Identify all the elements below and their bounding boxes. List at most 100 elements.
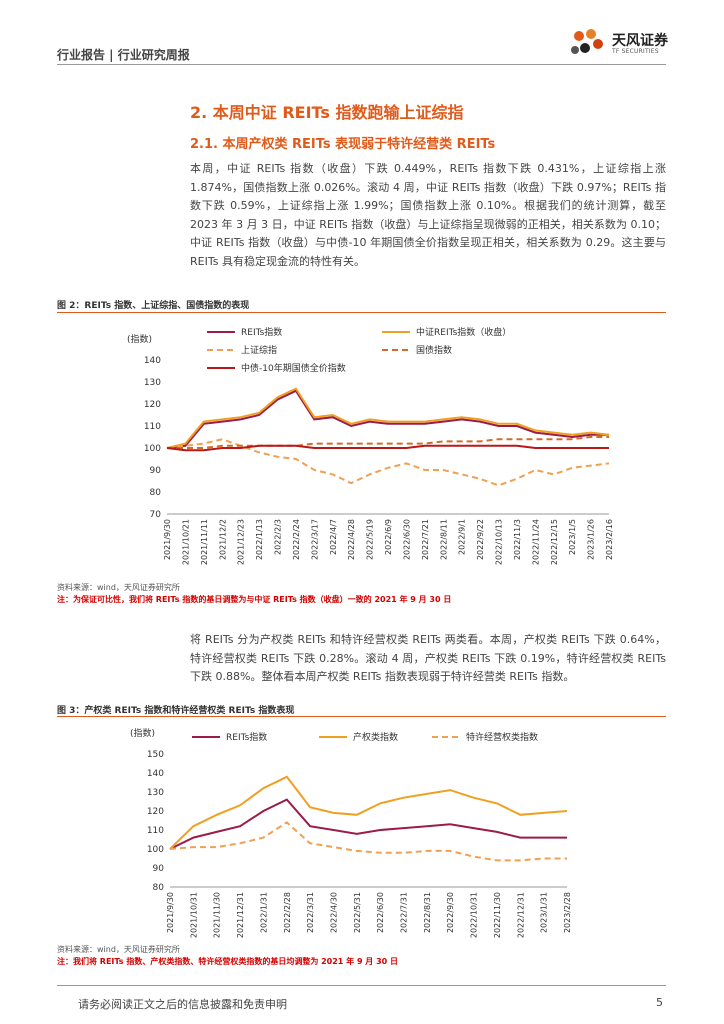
- x-tick-label: 2022/11/30: [493, 892, 502, 938]
- x-tick-label: 2022/2/3: [274, 519, 283, 555]
- x-tick-label: 2022/7/21: [421, 519, 430, 560]
- y-tick-label: 100: [147, 845, 164, 855]
- x-tick-label: 2022/5/31: [353, 892, 362, 933]
- y-tick-label: 110: [147, 826, 164, 836]
- x-tick-label: 2021/10/21: [181, 519, 190, 565]
- footer-disclaimer: 请务必阅读正文之后的信息披露和免责申明: [78, 998, 287, 1011]
- x-tick-label: 2022/4/28: [347, 519, 356, 560]
- x-tick-label: 2022/3/31: [306, 892, 315, 933]
- legend-label: 特许经营权类指数: [466, 731, 538, 743]
- x-tick-label: 2022/1/13: [255, 519, 264, 560]
- figure-3-rule: [57, 716, 666, 717]
- figure-2-rule: [57, 312, 666, 313]
- x-tick-label: 2023/1/5: [568, 519, 577, 555]
- y-tick-label: 140: [144, 356, 161, 366]
- x-tick-label: 2022/6/30: [376, 892, 385, 933]
- x-tick-label: 2022/6/9: [384, 519, 393, 555]
- y-tick-label: 130: [144, 378, 161, 388]
- report-breadcrumb: 行业报告 | 行业研究周报: [57, 48, 190, 62]
- x-tick-label: 2022/7/31: [400, 892, 409, 933]
- y-tick-label: 120: [147, 807, 164, 817]
- x-tick-label: 2021/12/2: [218, 519, 227, 560]
- figure-3-source: 资料来源：wind，天风证券研究所: [57, 945, 180, 954]
- y-axis-label: (指数): [127, 333, 152, 345]
- y-tick-label: 90: [150, 466, 162, 476]
- x-tick-label: 2022/5/19: [366, 519, 375, 560]
- logo-mark-icon: [571, 29, 603, 54]
- x-tick-label: 2023/2/28: [563, 892, 572, 933]
- x-tick-label: 2022/10/13: [495, 519, 504, 565]
- legend-label: REITs指数: [226, 731, 267, 743]
- legend-label: REITs指数: [241, 326, 282, 338]
- series-line-5: [166, 444, 609, 452]
- y-tick-label: 130: [147, 788, 164, 798]
- footer-divider: [57, 985, 666, 986]
- x-tick-label: 2022/2/24: [292, 519, 301, 560]
- x-tick-label: 2022/8/11: [439, 519, 448, 560]
- x-tick-label: 2022/3/17: [310, 519, 319, 560]
- figure-3-note: 注：我们将 REITs 指数、产权类指数、特许经营权类指数的基日均调整为 202…: [57, 957, 399, 966]
- x-tick-label: 2021/10/31: [189, 892, 198, 938]
- figure-2-chart: (指数) 70 80 90 100 110 120 130 140 2021/9/30 2021/1…: [127, 326, 614, 565]
- series-line-3: [166, 438, 610, 487]
- y-tick-label: 90: [153, 864, 165, 874]
- series-line-4: [167, 436, 609, 449]
- legend-label: 上证综指: [241, 344, 277, 356]
- x-tick-label: 2022/11/3: [513, 519, 522, 560]
- series-line-2: [166, 387, 610, 449]
- series-line-3: [169, 821, 567, 862]
- legend-label: 产权类指数: [353, 731, 398, 743]
- logo-name-cn: 天风证券: [612, 33, 668, 49]
- x-tick-label: 2022/9/30: [446, 892, 455, 933]
- y-axis-label: (指数): [130, 727, 155, 739]
- page-number: 5: [656, 996, 663, 1009]
- x-tick-label: 2022/11/24: [531, 519, 540, 565]
- section-title: 2. 本周中证 REITs 指数跑输上证综指: [190, 103, 464, 122]
- series-line-1: [166, 389, 609, 449]
- company-logo: 天风证券 TF SECURITIES: [565, 26, 675, 62]
- x-tick-label: 2021/9/30: [163, 519, 172, 560]
- legend-label: 中证REITs指数（收盘）: [416, 326, 511, 338]
- x-tick-label: 2022/9/22: [476, 519, 485, 560]
- paragraph-reits-categories: 将 REITs 分为产权类 REITs 和特许经营权类 REITs 两类看。本周…: [190, 633, 666, 683]
- x-tick-label: 2023/1/26: [587, 519, 596, 560]
- y-tick-label: 110: [144, 422, 161, 432]
- x-tick-label: 2022/8/31: [423, 892, 432, 933]
- x-tick-label: 2022/12/31: [516, 892, 525, 938]
- x-tick-label: 2022/4/7: [329, 519, 338, 555]
- y-tick-label: 100: [144, 444, 161, 454]
- section-subtitle: 2.1. 本周产权类 REITs 表现弱于特许经营类 REITs: [190, 137, 496, 152]
- figure-2-source: 资料来源：wind，天风证券研究所: [57, 583, 180, 592]
- x-tick-label: 2021/9/30: [166, 892, 175, 933]
- y-tick-label: 150: [147, 750, 164, 760]
- x-tick-label: 2023/1/31: [540, 892, 549, 933]
- x-tick-label: 2021/12/31: [236, 892, 245, 938]
- x-tick-label: 2022/12/15: [550, 519, 559, 565]
- y-tick-label: 80: [153, 883, 165, 893]
- x-tick-label: 2022/4/30: [329, 892, 338, 933]
- figure-3-title: 图 3：产权类 REITs 指数和特许经营权类 REITs 指数表现: [57, 706, 295, 716]
- x-tick-label: 2021/11/11: [200, 519, 209, 565]
- y-tick-label: 70: [150, 510, 162, 520]
- x-tick-label: 2022/9/1: [458, 519, 467, 555]
- y-tick-label: 120: [144, 400, 161, 410]
- figure-2-title: 图 2：REITs 指数、上证综指、国债指数的表现: [57, 301, 250, 311]
- logo-name-en: TF SECURITIES: [612, 48, 659, 55]
- x-tick-label: 2022/10/31: [470, 892, 479, 938]
- legend-label: 国债指数: [416, 344, 452, 356]
- x-tick-label: 2023/2/16: [605, 519, 614, 560]
- figure-3-chart: (指数) 80 90 100 110 120 130 140 150 2021/9/30 2021/…: [130, 727, 572, 938]
- x-tick-label: 2022/2/28: [283, 892, 292, 933]
- figure-2-note: 注：为保证可比性，我们将 REITs 指数的基日调整为与中证 REITs 指数（…: [57, 595, 452, 604]
- legend-label: 中债-10年期国债全价指数: [241, 362, 346, 374]
- x-tick-label: 2022/1/31: [259, 892, 268, 933]
- x-tick-label: 2021/12/23: [237, 519, 246, 565]
- series-line-1: [169, 798, 567, 850]
- y-tick-label: 80: [150, 488, 162, 498]
- x-tick-label: 2022/6/30: [402, 519, 411, 560]
- paragraph-market-summary: 本周，中证 REITs 指数（收盘）下跌 0.449%，REITs 指数下跌 0…: [190, 162, 666, 268]
- header-divider: [57, 64, 666, 65]
- y-tick-label: 140: [147, 769, 164, 779]
- x-tick-label: 2021/11/30: [213, 892, 222, 938]
- series-line-2: [169, 775, 568, 850]
